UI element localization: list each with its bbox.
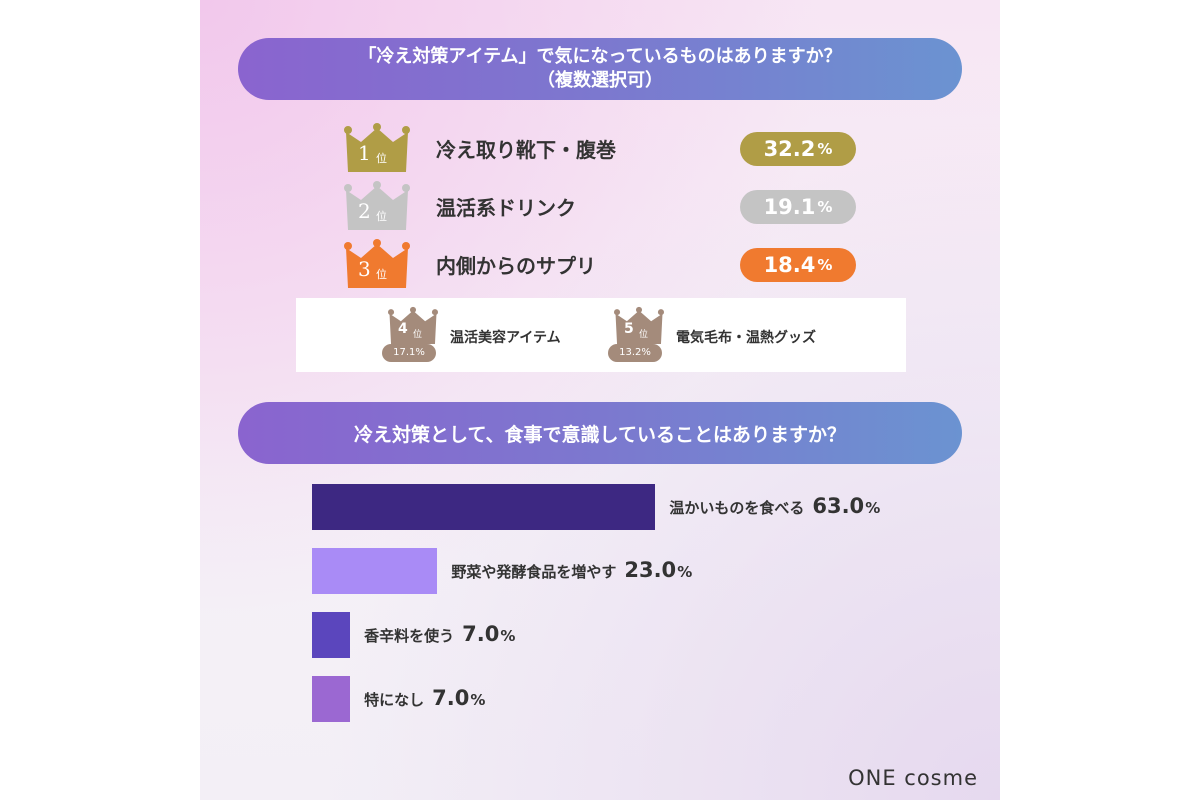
percentage-value: 18.4 xyxy=(763,253,816,277)
question-2-title: 冷え対策として、食事で意識していることはありますか？ xyxy=(354,423,846,446)
category-label: 特になし xyxy=(364,691,425,709)
crown-shape xyxy=(344,181,410,230)
percent-sign: % xyxy=(817,256,833,274)
question-1-banner: 「冷え対策アイテム」で気になっているものはありますか？ （複数選択可） xyxy=(238,38,962,100)
infographic-panel: 「冷え対策アイテム」で気になっているものはありますか？ （複数選択可） 1 位冷え… xyxy=(200,0,1000,800)
rank-row-2: 2 位 温活系ドリンク 19.1% xyxy=(344,180,864,230)
value-label: 23.0 xyxy=(624,558,677,582)
bar-4 xyxy=(312,676,351,722)
percent-sign: % xyxy=(817,198,833,216)
value-label: 63.0 xyxy=(812,494,865,518)
crown-shape xyxy=(344,239,410,288)
rank-unit: 位 xyxy=(413,330,423,340)
rank-unit: 位 xyxy=(376,152,387,165)
rank-percentage-badge: 17.1% xyxy=(382,344,436,362)
crown-shape xyxy=(344,123,410,172)
bar-label-1: 温かいものを食べる 63.0% xyxy=(669,494,880,518)
value-label: 7.0 xyxy=(462,622,500,646)
category-label: 香辛料を使う xyxy=(364,627,455,645)
rank-percentage-badge: 19.1% xyxy=(740,190,856,224)
bar-2 xyxy=(312,548,438,594)
bar-label-4: 特になし 7.0% xyxy=(364,686,485,710)
rank-label: 冷え取り靴下・腹巻 xyxy=(436,138,616,162)
question-2-banner: 冷え対策として、食事で意識していることはありますか？ xyxy=(238,402,962,464)
bar-1 xyxy=(312,484,656,530)
rank-unit: 位 xyxy=(639,330,649,340)
bar-label-2: 野菜や発酵食品を増やす 23.0% xyxy=(451,558,692,582)
rank-unit: 位 xyxy=(376,268,387,281)
rank-label: 電気毛布・温熱グッズ xyxy=(676,330,816,346)
lower-ranking-box: 4 位 17.1% 温活美容アイテム 5 位 13.2% 電気毛布・温熱グッズ xyxy=(296,298,906,372)
rank-label: 温活系ドリンク xyxy=(436,196,576,220)
rank-unit: 位 xyxy=(376,210,387,223)
percent-sign: % xyxy=(677,563,693,581)
rank-number: 4 xyxy=(398,321,408,337)
crown-shape xyxy=(388,306,438,344)
bar-label-3: 香辛料を使う 7.0% xyxy=(364,622,515,646)
question-1-subtitle: （複数選択可） xyxy=(537,70,663,91)
rank-percentage-badge: 18.4% xyxy=(740,248,856,282)
percentage-value: 19.1 xyxy=(763,195,816,219)
value-label: 7.0 xyxy=(432,686,470,710)
rank-percentage-badge: 13.2% xyxy=(608,344,662,362)
rank-number: 1 xyxy=(358,141,371,165)
rank-row-3: 3 位 内側からのサプリ 18.4% xyxy=(344,238,864,288)
bar-3 xyxy=(312,612,351,658)
percent-sign: % xyxy=(470,691,486,709)
percent-sign: % xyxy=(817,140,833,158)
percent-sign: % xyxy=(865,499,881,517)
rank-row-1: 1 位 冷え取り靴下・腹巻 32.2% xyxy=(344,122,864,172)
rank-number: 2 xyxy=(358,199,371,223)
rank-percentage-badge: 32.2% xyxy=(740,132,856,166)
percentage-value: 32.2 xyxy=(763,137,816,161)
category-label: 野菜や発酵食品を増やす xyxy=(451,563,617,581)
rank-label: 内側からのサプリ xyxy=(436,254,596,278)
percent-sign: % xyxy=(500,627,516,645)
rank-number: 3 xyxy=(358,257,371,281)
rank-number: 5 xyxy=(624,321,634,337)
question-1-title: 「冷え対策アイテム」で気になっているものはありますか？ xyxy=(358,46,842,67)
category-label: 温かいものを食べる xyxy=(669,499,805,517)
crown-shape xyxy=(614,306,664,344)
food-awareness-bar-chart: 温かいものを食べる 63.0% 野菜や発酵食品を増やす 23.0% 香辛料を使う 7.0%… xyxy=(312,484,972,734)
rank-label: 温活美容アイテム xyxy=(450,330,561,346)
brand-logo: ONE cosme xyxy=(848,766,978,790)
